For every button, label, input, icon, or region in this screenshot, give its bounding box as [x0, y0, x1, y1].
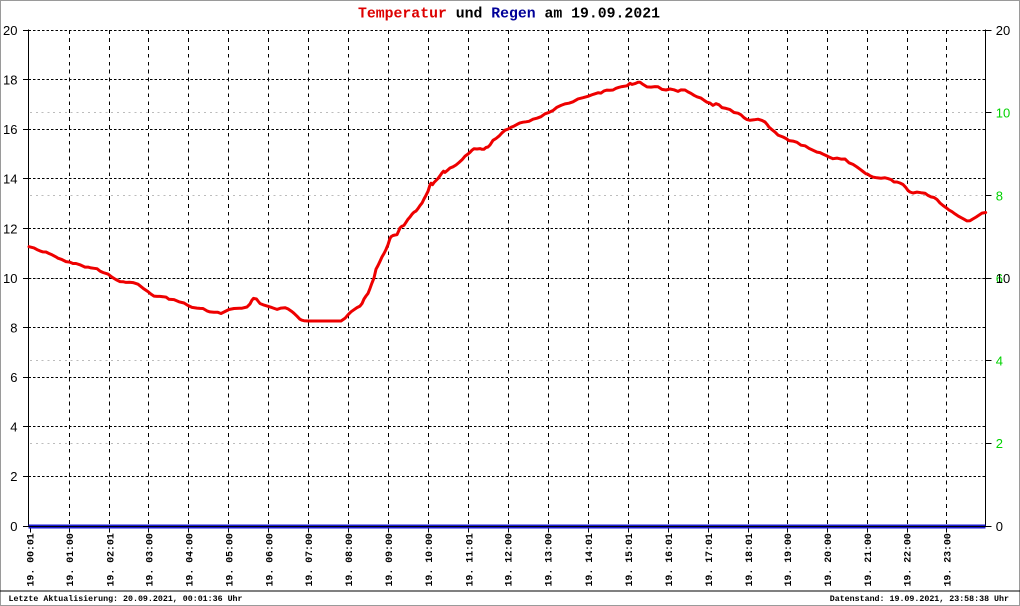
svg-text:20: 20: [3, 23, 17, 38]
svg-text:19. 11:01: 19. 11:01: [465, 533, 476, 586]
svg-text:19. 20:00: 19. 20:00: [823, 533, 834, 586]
svg-text:19. 14:01: 19. 14:01: [584, 533, 595, 586]
svg-text:19. 23:00: 19. 23:00: [943, 533, 954, 586]
svg-text:19. 00:01: 19. 00:01: [26, 533, 37, 586]
svg-text:19. 21:00: 19. 21:00: [863, 533, 874, 586]
svg-text:19. 18:01: 19. 18:01: [744, 533, 755, 586]
svg-text:18: 18: [3, 73, 17, 88]
svg-text:8: 8: [996, 188, 1003, 203]
svg-text:19. 08:00: 19. 08:00: [344, 533, 355, 586]
svg-text:12: 12: [3, 221, 17, 236]
svg-text:19. 01:00: 19. 01:00: [65, 533, 76, 586]
svg-text:10: 10: [3, 271, 17, 286]
svg-text:19. 19:00: 19. 19:00: [783, 533, 794, 586]
svg-text:10: 10: [996, 106, 1010, 121]
svg-text:2: 2: [10, 469, 17, 484]
svg-text:19. 12:00: 19. 12:00: [504, 533, 515, 586]
svg-text:6: 6: [996, 271, 1003, 286]
svg-text:4: 4: [996, 354, 1003, 369]
svg-text:19. 17:01: 19. 17:01: [704, 533, 715, 586]
svg-text:19. 03:00: 19. 03:00: [145, 533, 156, 586]
svg-text:Temperatur und Regen am 19.09.: Temperatur und Regen am 19.09.2021: [358, 7, 660, 23]
svg-text:Datenstand: 19.09.2021, 23:58:: Datenstand: 19.09.2021, 23:58:38 Uhr: [830, 594, 1009, 604]
svg-text:2: 2: [996, 436, 1003, 451]
svg-text:19. 07:00: 19. 07:00: [304, 533, 315, 586]
svg-text:14: 14: [3, 172, 17, 187]
svg-text:10: 10: [996, 271, 1010, 286]
svg-text:19. 05:00: 19. 05:00: [224, 533, 235, 586]
svg-text:19. 10:00: 19. 10:00: [424, 533, 435, 586]
svg-text:19. 15:01: 19. 15:01: [624, 533, 635, 586]
svg-text:0: 0: [10, 519, 17, 534]
svg-text:19. 22:00: 19. 22:00: [903, 533, 914, 586]
svg-text:19. 16:01: 19. 16:01: [664, 533, 675, 586]
svg-text:Letzte Aktualisierung: 20.09.2: Letzte Aktualisierung: 20.09.2021, 00:01…: [9, 594, 243, 604]
svg-text:19. 04:00: 19. 04:00: [185, 533, 196, 586]
svg-text:16: 16: [3, 122, 17, 137]
svg-text:19. 09:00: 19. 09:00: [384, 533, 395, 586]
svg-text:8: 8: [10, 321, 17, 336]
svg-text:20: 20: [996, 23, 1010, 38]
svg-text:19. 13:00: 19. 13:00: [544, 533, 555, 586]
svg-text:19. 06:00: 19. 06:00: [264, 533, 275, 586]
svg-text:0: 0: [996, 519, 1003, 534]
svg-text:19. 02:01: 19. 02:01: [105, 533, 116, 586]
svg-text:4: 4: [10, 420, 17, 435]
svg-text:6: 6: [10, 370, 17, 385]
